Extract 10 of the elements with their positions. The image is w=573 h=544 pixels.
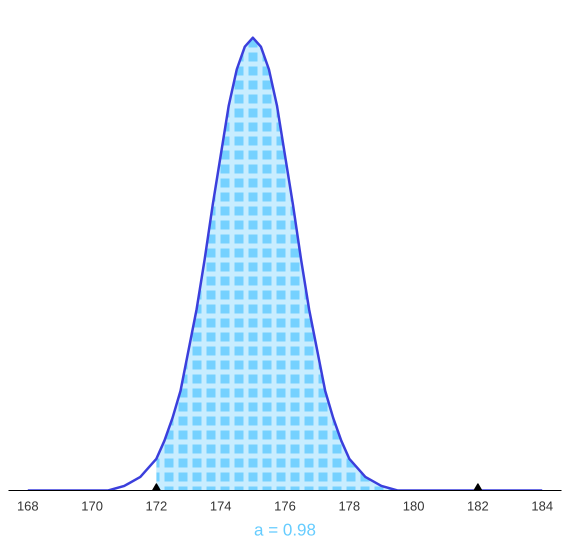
x-tick-label: 170	[81, 498, 103, 514]
x-tick-label: 168	[16, 498, 39, 514]
x-tick-label: 176	[274, 498, 296, 514]
text: a = 0.98	[254, 520, 316, 540]
x-tick-label: 172	[146, 498, 168, 514]
x-tick-label: 184	[531, 498, 554, 514]
x-tick-label: 182	[467, 498, 489, 514]
x-tick-label: 180	[402, 498, 424, 514]
x-tick-label: 178	[338, 498, 360, 514]
x-tick-label: 174	[210, 498, 232, 514]
